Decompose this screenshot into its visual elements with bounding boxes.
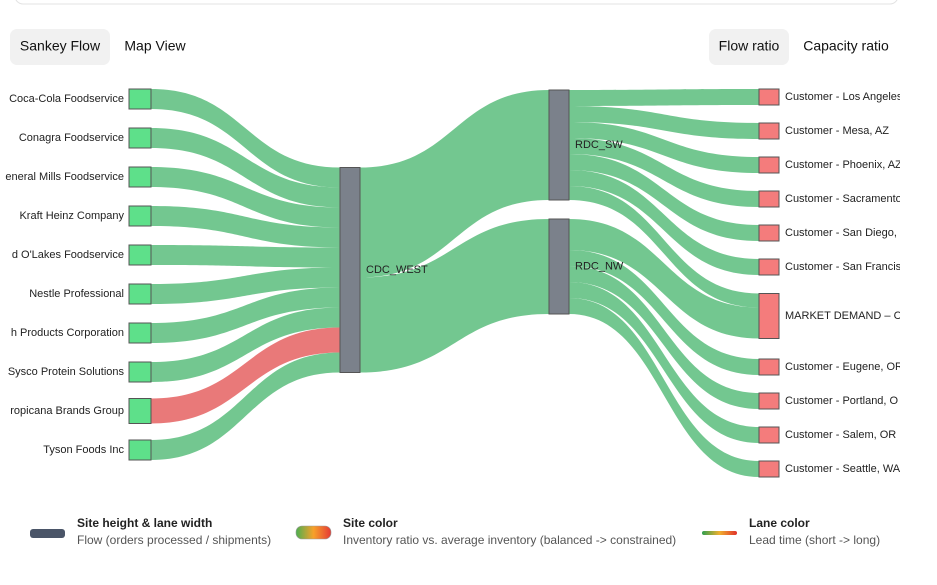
site-label: Tyson Foods Inc [43, 444, 124, 456]
site [128, 322, 152, 344]
site [128, 398, 152, 424]
lane [569, 154, 759, 241]
site [128, 361, 152, 383]
lane [151, 167, 340, 228]
site [758, 460, 780, 478]
site-label: ropicana Brands Group [10, 405, 124, 417]
legend-swatch-size [30, 529, 65, 538]
site [548, 89, 570, 201]
site [128, 205, 152, 227]
site [758, 293, 780, 339]
tab-sankey[interactable]: Sankey Flow [20, 38, 101, 54]
tab-active-bg[interactable] [10, 29, 110, 65]
site-label: Customer - Los Angeles [785, 91, 903, 103]
site [758, 156, 780, 174]
site-label: eneral Mills Foodservice [5, 171, 124, 183]
site [128, 88, 152, 110]
lane [569, 122, 759, 173]
legend-title: Site height & lane width [77, 516, 212, 530]
lane [151, 267, 340, 304]
lane [360, 219, 549, 373]
lane [569, 138, 759, 207]
tab-map[interactable]: Map View [124, 38, 186, 54]
site [758, 88, 780, 106]
lane [569, 282, 759, 443]
site-label: CDC_WEST [366, 264, 428, 276]
site [128, 244, 152, 266]
lane [569, 219, 759, 339]
lane [569, 186, 759, 308]
nodes: Coca-Cola Foodservice Conagra Foodservice… [5, 88, 903, 478]
site-label: Conagra Foodservice [19, 132, 124, 144]
lane [151, 206, 340, 248]
lane [151, 307, 340, 382]
legend-desc: Inventory ratio vs. average inventory (b… [343, 533, 676, 547]
site [548, 218, 570, 315]
site-label: Customer - Seattle, WA [785, 463, 901, 475]
site-label: d O'Lakes Foodservice [12, 249, 124, 261]
site [339, 167, 361, 373]
site-label: Nestle Professional [29, 288, 124, 300]
lane [569, 266, 759, 409]
lane [151, 245, 340, 268]
site [758, 426, 780, 444]
search-box[interactable] [15, 0, 898, 5]
legend-swatch-site [295, 525, 332, 540]
lane [151, 352, 340, 460]
site-label: Sysco Protein Solutions [8, 366, 125, 378]
lane [360, 90, 549, 278]
lane [151, 128, 340, 208]
site [128, 166, 152, 188]
site [758, 358, 780, 376]
site [128, 283, 152, 305]
site [758, 224, 780, 242]
site [128, 127, 152, 149]
links [151, 89, 759, 477]
site [758, 258, 780, 276]
lane [151, 287, 340, 343]
site-label: Coca-Cola Foodservice [9, 93, 124, 105]
toggle-flow[interactable]: Flow ratio [719, 38, 780, 54]
legend-desc: Flow (orders processed / shipments) [77, 533, 271, 547]
lane [569, 170, 759, 275]
site-label: MARKET DEMAND – C [785, 310, 902, 322]
site-label: Customer - Salem, OR [785, 429, 896, 441]
toggle-active-bg[interactable] [709, 29, 789, 65]
site-label: Customer - Mesa, AZ [785, 125, 889, 137]
site [758, 190, 780, 208]
site-label: Customer - Eugene, OR [785, 361, 903, 373]
lane [569, 89, 759, 106]
legend-swatch-lane [702, 531, 737, 535]
legend-title: Lane color [749, 516, 810, 530]
site-label: Kraft Heinz Company [19, 210, 124, 222]
site-label: Customer - San Diego, [785, 227, 897, 239]
legend-title: Site color [343, 516, 398, 530]
lane [151, 89, 340, 188]
site [758, 122, 780, 140]
legend-desc: Lead time (short -> long) [749, 533, 880, 547]
site-label: RDC_NW [575, 260, 624, 272]
site-label: h Products Corporation [11, 327, 124, 339]
site-label: RDC_SW [575, 139, 623, 151]
lane [569, 298, 759, 477]
lane [569, 250, 759, 375]
site-label: Customer - Portland, O [785, 395, 899, 407]
site-label: Customer - Phoenix, AZ [785, 159, 902, 171]
site [128, 439, 152, 461]
site-label: Customer - Sacramento [785, 193, 902, 205]
toggle-capacity[interactable]: Capacity ratio [803, 38, 889, 54]
lane [569, 106, 759, 139]
lane [151, 327, 340, 424]
site-label: Customer - San Francis [785, 261, 902, 273]
site [758, 392, 780, 410]
